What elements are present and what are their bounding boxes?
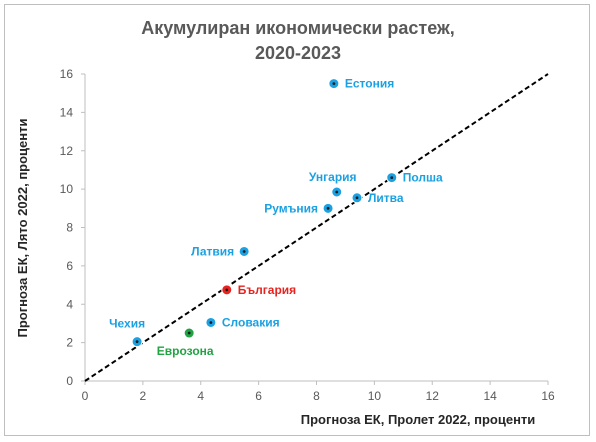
y-tick-label: 12 bbox=[60, 144, 74, 158]
data-point-center bbox=[326, 206, 330, 210]
data-point-center bbox=[209, 321, 213, 324]
x-tick-label: 4 bbox=[197, 389, 204, 403]
data-point-label: Латвия bbox=[191, 244, 234, 258]
data-point-center bbox=[135, 340, 139, 344]
diagonal-reference-line bbox=[84, 73, 549, 382]
data-point-center bbox=[390, 176, 394, 180]
x-tick-label: 8 bbox=[313, 389, 320, 403]
y-tick-label: 4 bbox=[66, 297, 73, 311]
chart-title-line-2: 2020-2023 bbox=[255, 43, 341, 63]
data-point-label: Полша bbox=[403, 171, 443, 185]
x-tick-label: 6 bbox=[255, 389, 262, 403]
data-point-center bbox=[332, 82, 336, 85]
x-tick-label: 2 bbox=[140, 389, 147, 403]
data-point-center bbox=[187, 331, 191, 335]
y-tick-label: 6 bbox=[66, 259, 73, 273]
y-tick-label: 2 bbox=[66, 336, 73, 350]
data-point-label: България bbox=[238, 283, 296, 297]
y-tick-label: 10 bbox=[60, 182, 74, 196]
y-tick-label: 0 bbox=[66, 374, 73, 388]
x-tick-label: 16 bbox=[541, 389, 555, 403]
x-tick-label: 10 bbox=[368, 389, 382, 403]
y-axis-title: Прогноза ЕК, Лято 2022, проценти bbox=[15, 119, 30, 338]
data-point-label: Румъния bbox=[264, 201, 318, 215]
y-tick-label: 14 bbox=[60, 105, 74, 119]
x-tick-label: 14 bbox=[483, 389, 497, 403]
chart-title-line-1: Акумулиран икономически растеж, bbox=[141, 18, 455, 38]
data-point-label: Литва bbox=[368, 191, 404, 205]
data-point-label: Словакия bbox=[222, 315, 280, 329]
data-point-label: Унгария bbox=[309, 170, 357, 184]
chart-frame bbox=[4, 4, 590, 436]
x-axis-title: Прогноза ЕК, Пролет 2022, проценти bbox=[301, 412, 536, 427]
x-tick-label: 12 bbox=[426, 389, 440, 403]
data-point-label: Естония bbox=[345, 77, 394, 91]
data-point-center bbox=[225, 288, 229, 292]
data-point-center bbox=[335, 190, 339, 194]
x-tick-label: 0 bbox=[82, 389, 89, 403]
y-tick-label: 16 bbox=[60, 67, 74, 81]
data-point-label: Еврозона bbox=[157, 344, 214, 358]
plot-area: 0 2 4 6 8 10 12 14 16 0 2 4 6 8 10 12 14 16 Естония Унгария… bbox=[60, 67, 555, 403]
data-point-center bbox=[355, 196, 359, 200]
data-point-center bbox=[242, 250, 246, 253]
y-tick-label: 8 bbox=[66, 221, 73, 235]
data-point-label: Чехия bbox=[109, 317, 145, 331]
